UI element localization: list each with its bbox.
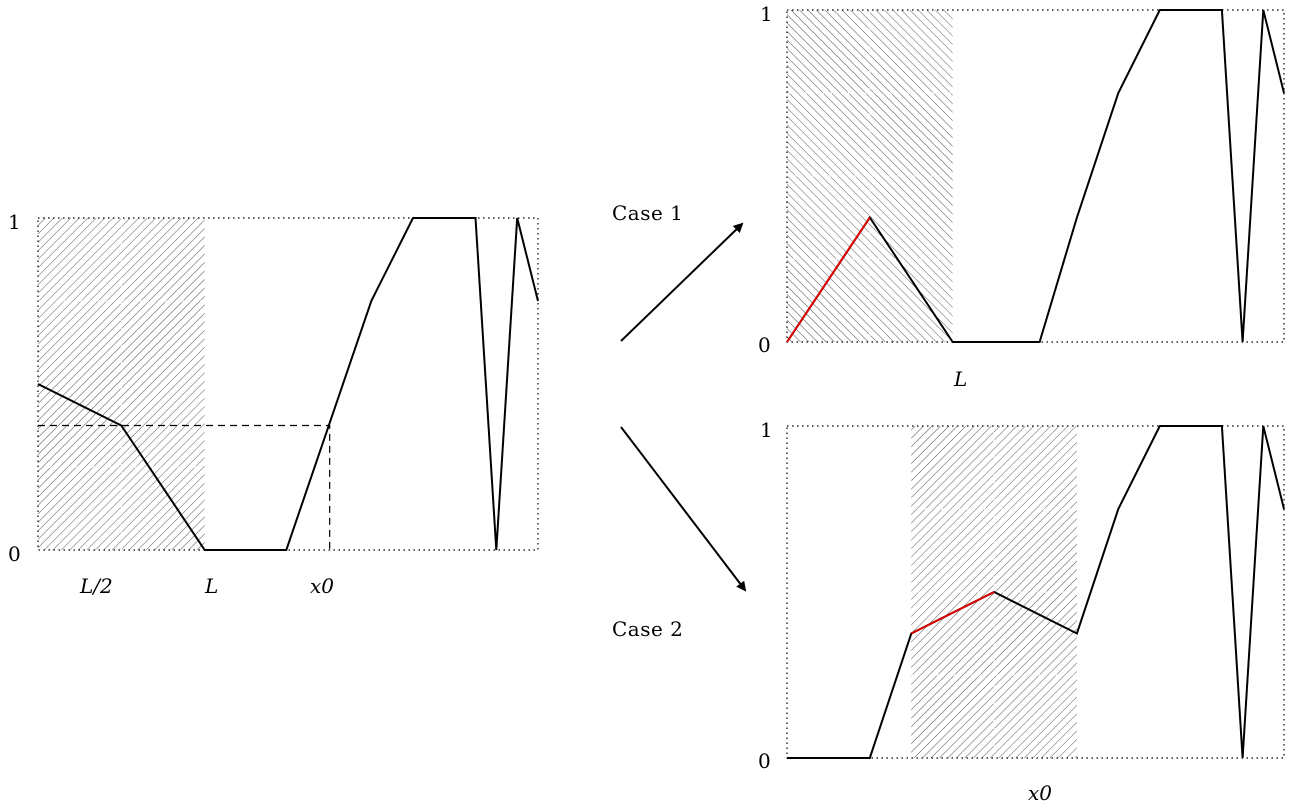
left-frame	[37, 217, 539, 551]
left-x-label-L: L	[204, 574, 218, 598]
case1-y-top-label: 1	[760, 2, 773, 26]
case2-label: Case 2	[612, 617, 683, 641]
case1-x-label-L: L	[953, 367, 967, 391]
case1-gridlines	[787, 10, 953, 342]
left-x-label-half-L: L/2	[79, 574, 113, 598]
case2-curve	[787, 425, 1285, 759]
case1-arrow	[620, 222, 744, 342]
case2-y-top-label: 1	[760, 418, 773, 442]
left-panel: 1 0 L/2 L x0	[8, 210, 539, 598]
case2-x-label-x0: x0	[1028, 781, 1052, 805]
case1-curve	[786, 9, 1285, 343]
left-curve	[37, 217, 539, 551]
case1-label: Case 1	[612, 201, 683, 225]
case2-y-bottom-label: 0	[758, 749, 771, 773]
left-y-bottom-label: 0	[8, 542, 21, 566]
left-gridlines	[38, 218, 205, 550]
case1-y-bottom-label: 0	[758, 333, 771, 357]
case2-arrow	[620, 426, 747, 592]
case2-red-segment	[910, 591, 995, 635]
case2-gridlines	[911, 426, 1077, 758]
case1-red-segment	[786, 216, 871, 343]
case2-panel: 1 0 x0	[758, 418, 1285, 805]
left-y-top-label: 1	[8, 210, 21, 234]
left-x-label-x0: x0	[310, 574, 334, 598]
case1-panel: 1 0 L	[758, 2, 1285, 391]
